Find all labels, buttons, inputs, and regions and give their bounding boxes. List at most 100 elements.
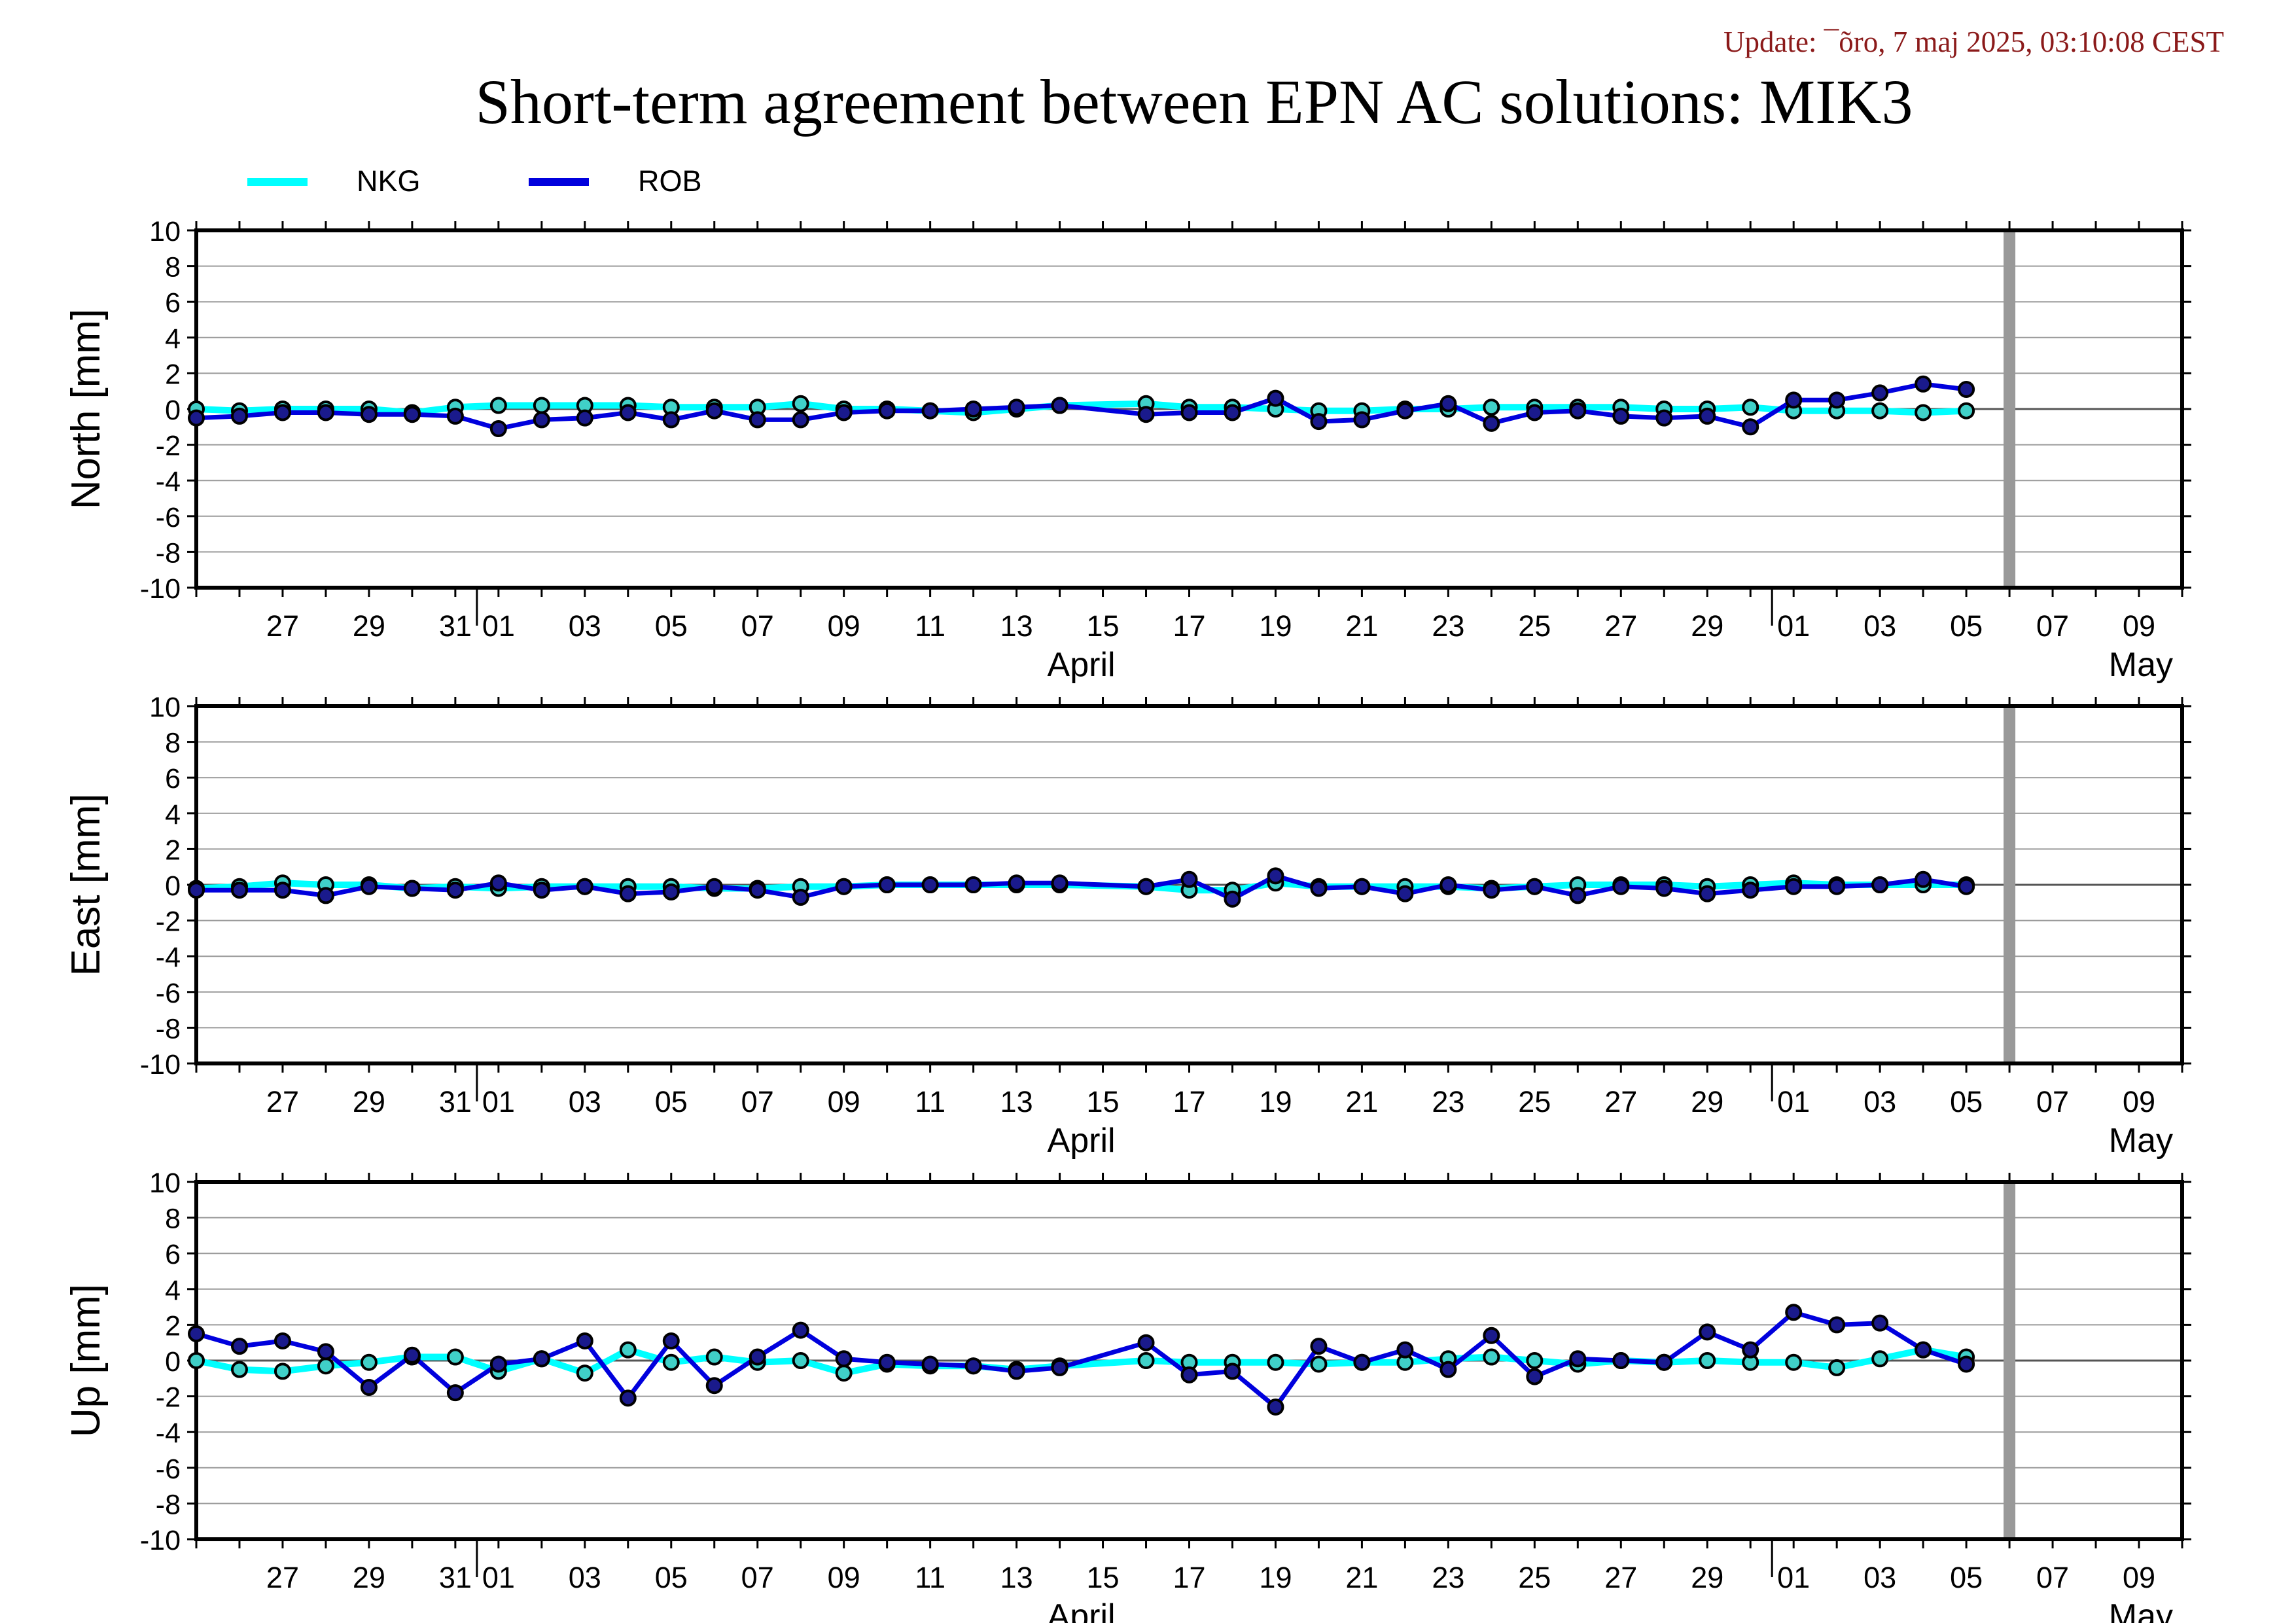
data-point-nkg <box>619 1341 637 1359</box>
x-tick-label: 15 <box>1087 1085 1120 1118</box>
data-point-rob <box>835 878 853 895</box>
data-point-rob <box>489 1355 507 1373</box>
data-point-rob <box>489 874 507 892</box>
data-point-nkg <box>792 1352 809 1369</box>
data-point-rob <box>1828 391 1846 409</box>
x-tick-label: 05 <box>1950 609 1983 643</box>
data-point-rob <box>619 404 637 421</box>
data-point-rob <box>1008 874 1025 892</box>
panels: 10 8 6 4 2 0 -2 -4 -6 -8 -10 27 29 31 01 03 05 07 09 11 13 15… <box>63 216 2191 1623</box>
data-point-rob <box>1526 404 1544 421</box>
data-point-rob <box>1742 882 1759 899</box>
data-point-rob <box>1699 407 1716 425</box>
x-tick-label: 27 <box>266 609 299 643</box>
data-point-rob <box>360 1378 378 1396</box>
data-point-rob <box>1180 404 1198 421</box>
y-tick-label: -8 <box>156 537 181 569</box>
y-tick-label: -4 <box>156 466 181 497</box>
chart-title: Short-term agreement between EPN AC solu… <box>475 67 1913 137</box>
x-tick-label: 23 <box>1432 1085 1464 1118</box>
x-tick-label: 09 <box>2123 609 2155 643</box>
y-axis-label: Up [mm] <box>63 1284 109 1437</box>
data-point-rob <box>1439 395 1457 412</box>
data-point-rob <box>1785 878 1803 895</box>
legend-label-rob: ROB <box>638 164 702 198</box>
data-point-nkg <box>1699 1352 1716 1369</box>
x-tick-label: 07 <box>2036 1085 2069 1118</box>
x-tick-label: 15 <box>1087 1561 1120 1594</box>
y-tick-label: -2 <box>156 1382 181 1414</box>
x-tick-label: 29 <box>353 1561 385 1594</box>
x-tick-label: 03 <box>1863 609 1896 643</box>
y-tick-label: -2 <box>156 906 181 938</box>
x-tick-label: 23 <box>1432 609 1464 643</box>
x-tick-label: 13 <box>1000 609 1033 643</box>
data-point-rob <box>576 1332 593 1349</box>
x-tick-label: 01 <box>1777 1085 1810 1118</box>
x-tick-label: 03 <box>569 1561 601 1594</box>
x-tick-label: 19 <box>1259 609 1292 643</box>
data-point-rob <box>1655 880 1673 897</box>
data-point-rob <box>1612 1352 1630 1369</box>
data-point-rob <box>360 406 378 423</box>
y-tick-label: 2 <box>165 1310 181 1342</box>
data-point-rob <box>964 1357 982 1375</box>
data-point-rob <box>662 1332 680 1349</box>
x-tick-label: 09 <box>828 609 860 643</box>
x-tick-label: 29 <box>353 609 385 643</box>
data-point-rob <box>1569 402 1587 419</box>
y-tick-label: 10 <box>149 692 181 723</box>
data-point-nkg <box>489 397 507 414</box>
data-point-rob <box>1224 404 1241 421</box>
data-point-rob <box>274 882 291 899</box>
y-tick-label: -10 <box>140 1049 181 1080</box>
y-tick-label: 0 <box>165 870 181 902</box>
data-point-rob <box>1655 1353 1673 1371</box>
data-point-rob <box>317 887 334 904</box>
x-tick-label: 13 <box>1000 1561 1033 1594</box>
month-label: April <box>1048 1122 1116 1160</box>
data-point-rob <box>1180 870 1198 888</box>
x-tick-label: 05 <box>1950 1085 1983 1118</box>
data-point-nkg <box>835 1364 853 1382</box>
data-point-rob <box>274 1332 291 1349</box>
data-point-rob <box>1526 878 1544 895</box>
data-point-rob <box>1267 1398 1284 1416</box>
x-tick-label: 15 <box>1087 609 1120 643</box>
data-point-rob <box>1915 870 1932 888</box>
data-point-rob <box>230 882 248 899</box>
data-point-rob <box>662 411 680 429</box>
data-point-rob <box>1137 1334 1155 1351</box>
data-point-rob <box>921 1355 939 1373</box>
data-point-rob <box>1224 890 1241 908</box>
data-point-nkg <box>1483 1348 1500 1366</box>
data-point-nkg <box>1267 1353 1284 1371</box>
x-tick-label: 19 <box>1259 1085 1292 1118</box>
data-point-rob <box>749 882 766 899</box>
data-point-nkg <box>705 1348 723 1366</box>
data-point-rob <box>274 404 291 421</box>
x-tick-label: 05 <box>1950 1561 1983 1594</box>
panel-0: 10 8 6 4 2 0 -2 -4 -6 -8 -10 27 29 31 01 03 05 07 09 11 13 15… <box>63 216 2191 684</box>
y-axis-label: North [mm] <box>63 309 109 510</box>
data-point-rob <box>317 404 334 421</box>
data-point-nkg <box>1871 402 1889 419</box>
data-point-rob <box>1828 878 1846 895</box>
data-point-rob <box>1569 1350 1587 1368</box>
data-point-nkg <box>533 397 550 414</box>
x-tick-label: 05 <box>655 1561 688 1594</box>
y-tick-label: 10 <box>149 1168 181 1199</box>
x-tick-label: 07 <box>741 609 774 643</box>
update-timestamp: Update: ¯õro, 7 maj 2025, 03:10:08 CEST <box>1723 26 2224 58</box>
month-label: May <box>2109 646 2173 684</box>
data-point-rob <box>1353 411 1371 429</box>
data-point-nkg <box>360 1353 378 1371</box>
x-tick-label: 03 <box>569 609 601 643</box>
x-tick-label: 27 <box>1604 1085 1637 1118</box>
y-tick-label: -6 <box>156 502 181 533</box>
data-point-rob <box>1224 1363 1241 1380</box>
y-tick-label: 10 <box>149 216 181 247</box>
x-tick-label: 11 <box>915 1561 945 1594</box>
x-tick-label: 09 <box>828 1085 860 1118</box>
